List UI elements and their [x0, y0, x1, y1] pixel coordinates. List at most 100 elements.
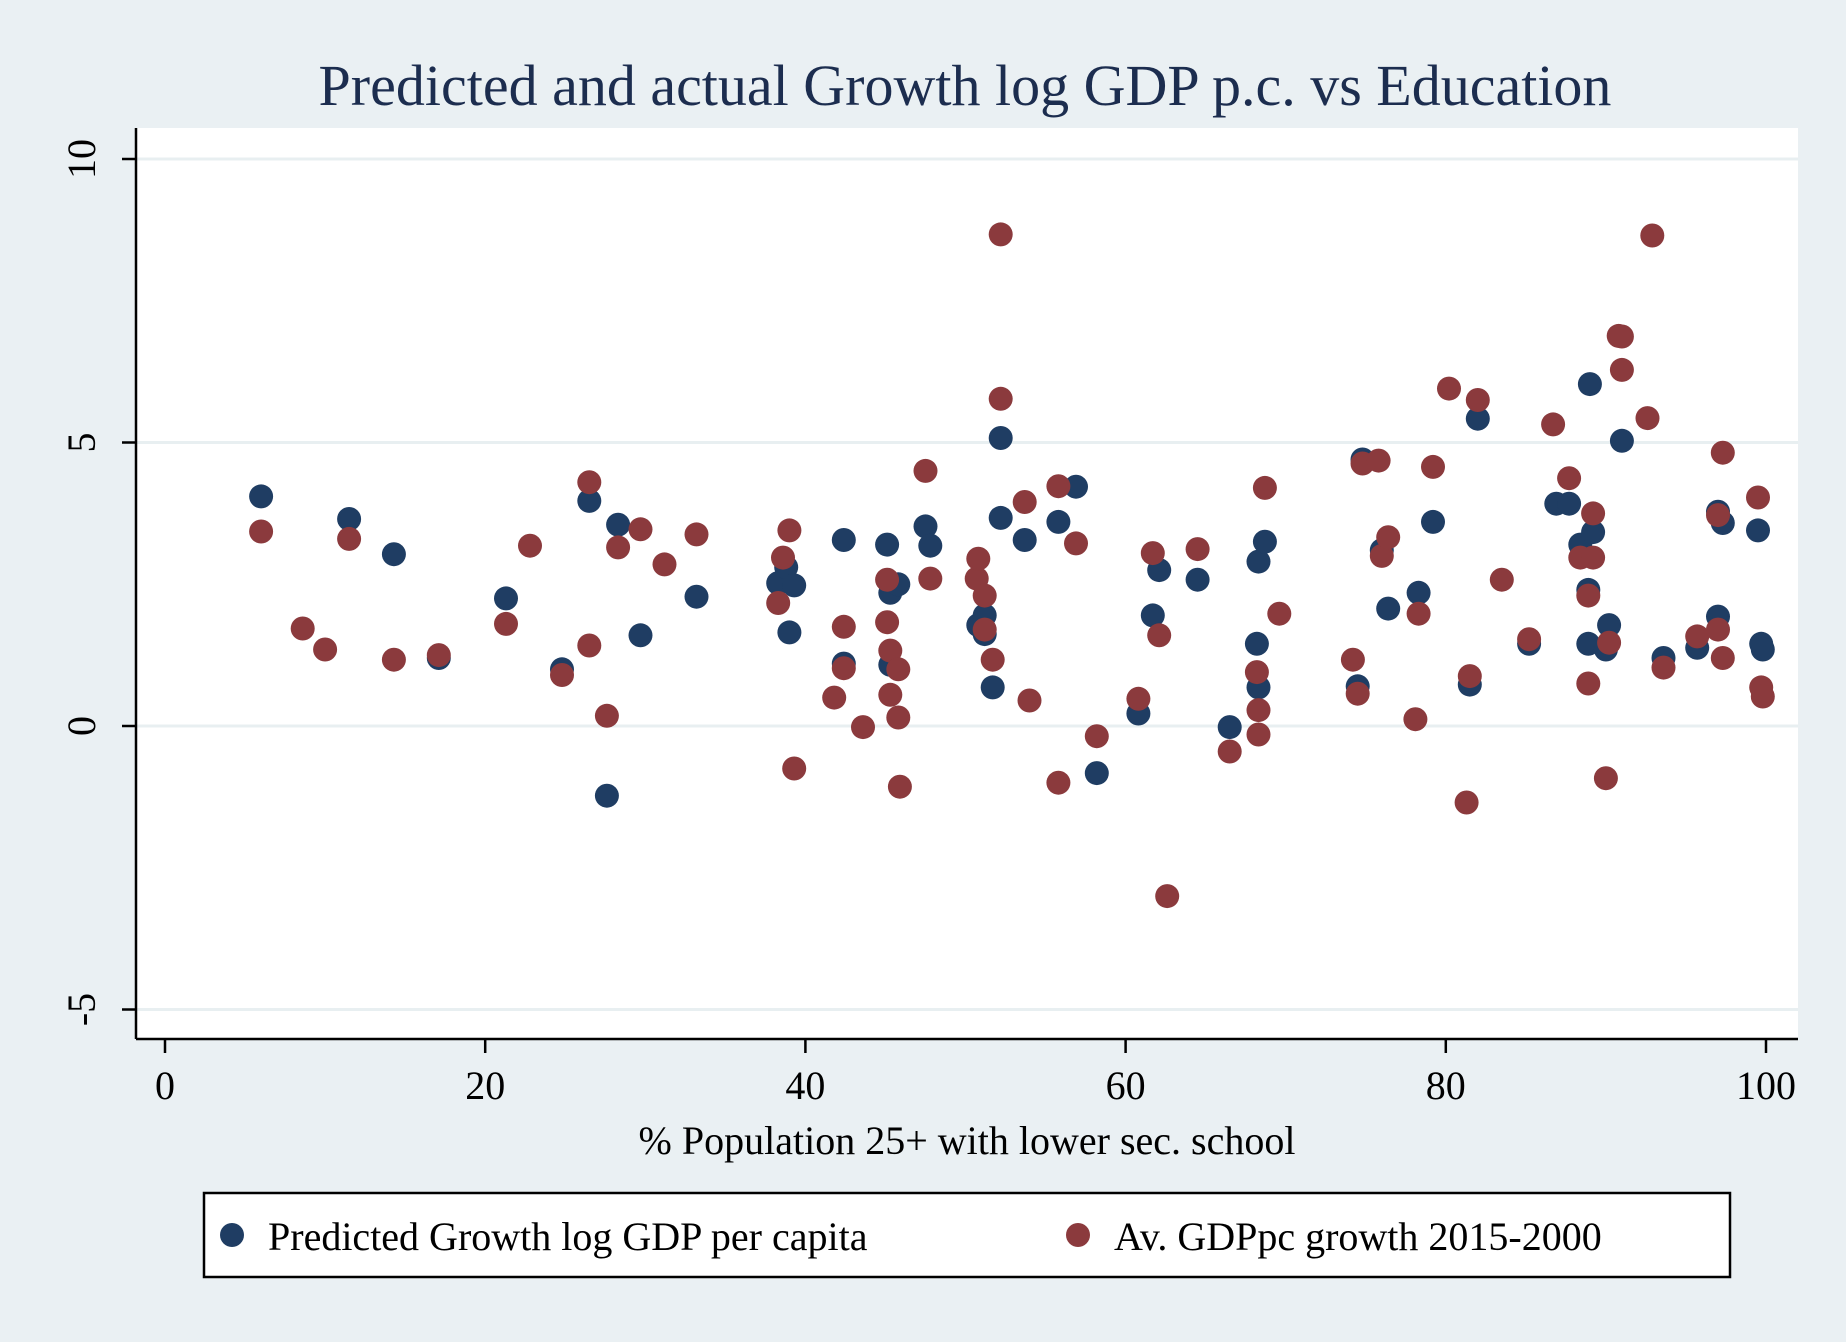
actual-point [1147, 623, 1172, 648]
actual-point [1244, 660, 1269, 685]
predicted-point [249, 484, 274, 509]
x-tick-label: 100 [1736, 1063, 1796, 1108]
actual-point [577, 470, 602, 495]
actual-point [1750, 684, 1775, 709]
actual-point [1246, 722, 1271, 747]
actual-point [1064, 531, 1088, 556]
predicted-point [684, 584, 709, 609]
actual-point [1710, 440, 1735, 465]
actual-point [1366, 448, 1391, 473]
actual-point [1340, 647, 1365, 672]
legend-box [202, 1191, 1732, 1279]
actual-point [1454, 790, 1479, 815]
legend-marker-actual [1066, 1223, 1090, 1247]
predicted-point [381, 542, 406, 567]
actual-point [1267, 601, 1292, 626]
actual-point [782, 756, 807, 781]
legend: Predicted Growth log GDP per capita Av. … [202, 1191, 1732, 1279]
actual-point [1465, 388, 1490, 412]
actual-point [1046, 474, 1071, 499]
actual-point [1609, 357, 1634, 382]
actual-point [822, 685, 847, 710]
predicted-point [1012, 528, 1037, 552]
predicted-point [337, 507, 362, 531]
predicted-point [1746, 518, 1770, 543]
actual-point [684, 522, 709, 547]
actual-point [652, 552, 677, 577]
actual-point [887, 774, 912, 799]
legend-marker-predicted [220, 1223, 244, 1247]
actual-point [831, 656, 856, 681]
predicted-point [980, 675, 1005, 700]
predicted-point [1246, 549, 1271, 574]
predicted-point [1140, 603, 1165, 628]
actual-point [1541, 412, 1566, 437]
actual-point [518, 533, 542, 558]
predicted-point [1406, 580, 1431, 605]
x-tick-label: 80 [1426, 1063, 1466, 1108]
actual-point [426, 643, 451, 668]
actual-point [1557, 466, 1582, 491]
predicted-point [1084, 761, 1109, 786]
actual-point [1489, 567, 1514, 592]
actual-point [1706, 617, 1730, 642]
actual-point [1421, 454, 1445, 479]
actual-point [1126, 686, 1151, 711]
y-tick-label: -5 [59, 993, 104, 1026]
data-points [249, 222, 1775, 909]
actual-point [972, 583, 997, 608]
predicted-point [1252, 529, 1277, 554]
legend-label-predicted: Predicted Growth log GDP per capita [268, 1214, 868, 1259]
series-actual [249, 222, 1775, 909]
actual-point [1746, 485, 1770, 510]
predicted-point [494, 586, 518, 611]
predicted-point [782, 573, 807, 598]
actual-point [878, 682, 903, 707]
predicted-point [1421, 509, 1445, 534]
actual-point [1640, 223, 1665, 248]
predicted-point [594, 783, 619, 808]
chart-title: Predicted and actual Growth log GDP p.c.… [319, 53, 1612, 118]
actual-point [1685, 624, 1710, 649]
actual-point [1406, 601, 1431, 626]
actual-point [988, 222, 1013, 247]
actual-point [628, 517, 653, 542]
actual-point [1576, 671, 1601, 696]
legend-label-actual: Av. GDPpc growth 2015-2000 [1114, 1214, 1602, 1259]
predicted-point [606, 512, 631, 537]
actual-point [886, 705, 911, 730]
actual-point [1017, 688, 1042, 713]
predicted-point [1064, 474, 1088, 499]
actual-point [1581, 545, 1606, 570]
predicted-point [1244, 631, 1269, 656]
actual-point [1593, 766, 1618, 791]
actual-point [494, 611, 518, 636]
x-tick-label: 60 [1106, 1063, 1146, 1108]
y-tick-label: 5 [59, 433, 104, 453]
actual-point [966, 546, 991, 571]
actual-point [1345, 681, 1370, 706]
actual-point [1710, 646, 1735, 670]
actual-point [1217, 739, 1242, 764]
predicted-point [1046, 509, 1071, 534]
actual-point [1246, 698, 1271, 723]
actual-point [980, 647, 1005, 672]
actual-point [851, 715, 875, 740]
actual-point [594, 703, 619, 728]
predicted-point [1557, 491, 1582, 516]
actual-point [875, 610, 900, 635]
predicted-point [577, 488, 602, 513]
actual-point [972, 617, 997, 642]
actual-point [313, 637, 338, 662]
actual-point [1084, 724, 1109, 749]
predicted-point [831, 528, 856, 552]
predicted-point [988, 426, 1013, 450]
actual-point [1597, 630, 1622, 655]
actual-point [771, 545, 795, 570]
predicted-point [777, 620, 802, 645]
actual-point [988, 386, 1013, 411]
predicted-point [1376, 596, 1401, 621]
predicted-point [1750, 637, 1775, 662]
predicted-point [1217, 715, 1242, 740]
